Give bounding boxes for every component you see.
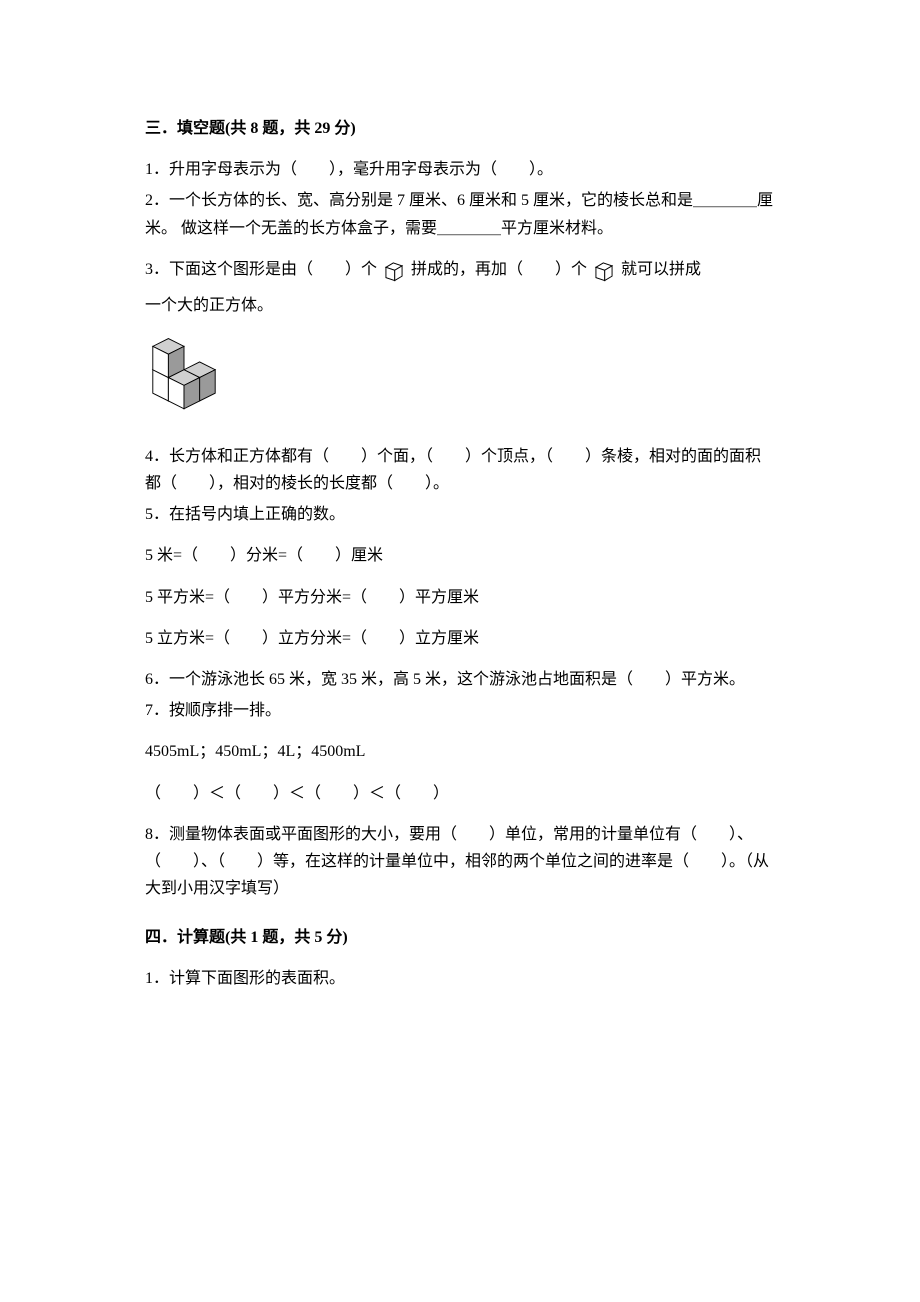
q3-3-line1: 3．下面这个图形是由（ ）个 拼成的，再加（ ）个 就可以拼成 xyxy=(145,256,775,284)
cube-icon xyxy=(383,256,405,283)
stacked-cubes-figure xyxy=(145,337,775,415)
q3-3-text-c: 就可以拼成 xyxy=(621,261,701,278)
q3-1: 1．升用字母表示为（ ），毫升用字母表示为（ ）。 xyxy=(145,156,775,183)
q3-5-a: 5 米=（ ）分米=（ ）厘米 xyxy=(145,542,775,569)
page: 三．填空题(共 8 题，共 29 分) 1．升用字母表示为（ ），毫升用字母表示… xyxy=(0,0,920,1302)
spacer xyxy=(145,770,775,780)
q3-7-blanks: （ ）＜（ ）＜（ ）＜（ ） xyxy=(145,780,775,807)
q3-7-vals: 4505mL；450mL；4L；4500mL xyxy=(145,738,775,765)
cube-icon xyxy=(593,256,615,283)
spacer xyxy=(145,532,775,542)
q3-7-intro: 7．按顺序排一排。 xyxy=(145,697,775,724)
spacer xyxy=(145,656,775,666)
section-3-title: 三．填空题(共 8 题，共 29 分) xyxy=(145,115,775,142)
q3-3-text-a: 3．下面这个图形是由（ ）个 xyxy=(145,261,377,278)
spacer xyxy=(145,811,775,821)
section-4-title: 四．计算题(共 1 题，共 5 分) xyxy=(145,924,775,951)
spacer xyxy=(145,728,775,738)
spacer xyxy=(145,615,775,625)
q3-2: 2．一个长方体的长、宽、高分别是 7 厘米、6 厘米和 5 厘米，它的棱长总和是… xyxy=(145,187,775,241)
q3-5-b: 5 平方米=（ ）平方分米=（ ）平方厘米 xyxy=(145,584,775,611)
q3-3-text-b: 拼成的，再加（ ）个 xyxy=(411,261,587,278)
q4-1: 1．计算下面图形的表面积。 xyxy=(145,965,775,992)
q3-5-c: 5 立方米=（ ）立方分米=（ ）立方厘米 xyxy=(145,625,775,652)
q3-5-intro: 5．在括号内填上正确的数。 xyxy=(145,501,775,528)
spacer xyxy=(145,574,775,584)
q3-8: 8．测量物体表面或平面图形的大小，要用（ ）单位，常用的计量单位有（ ）、（ ）… xyxy=(145,821,775,903)
q3-3-line2: 一个大的正方体。 xyxy=(145,292,775,319)
q3-4: 4．长方体和正方体都有（ ）个面，（ ）个顶点，（ ）条棱，相对的面的面积都（ … xyxy=(145,443,775,497)
spacer xyxy=(145,906,775,924)
spacer xyxy=(145,246,775,256)
q3-6: 6．一个游泳池长 65 米，宽 35 米，高 5 米，这个游泳池占地面积是（ ）… xyxy=(145,666,775,693)
